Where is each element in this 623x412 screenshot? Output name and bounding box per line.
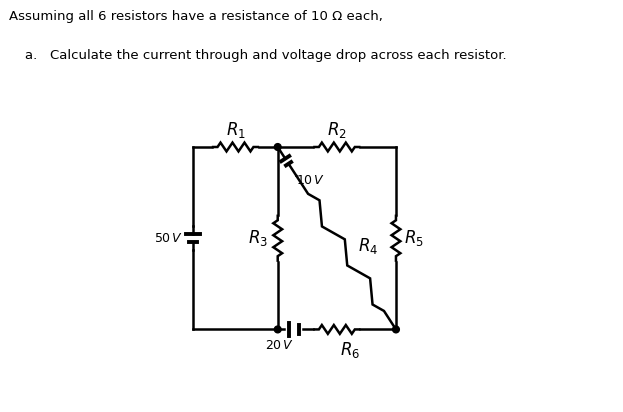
Text: $R_1$: $R_1$: [226, 120, 245, 140]
Text: $10\,V$: $10\,V$: [297, 174, 325, 187]
Text: $R_4$: $R_4$: [358, 236, 378, 255]
Text: $R_2$: $R_2$: [327, 120, 347, 140]
Circle shape: [274, 144, 281, 150]
Text: $R_6$: $R_6$: [340, 339, 360, 360]
Text: $R_3$: $R_3$: [247, 228, 268, 248]
Text: a.   Calculate the current through and voltage drop across each resistor.: a. Calculate the current through and vol…: [25, 49, 506, 63]
Text: $R_5$: $R_5$: [404, 228, 424, 248]
Circle shape: [392, 326, 399, 333]
Text: Assuming all 6 resistors have a resistance of 10 Ω each,: Assuming all 6 resistors have a resistan…: [9, 10, 383, 23]
Text: $20\,V$: $20\,V$: [265, 339, 294, 352]
Circle shape: [274, 326, 281, 333]
Text: $50\,V$: $50\,V$: [154, 232, 183, 245]
